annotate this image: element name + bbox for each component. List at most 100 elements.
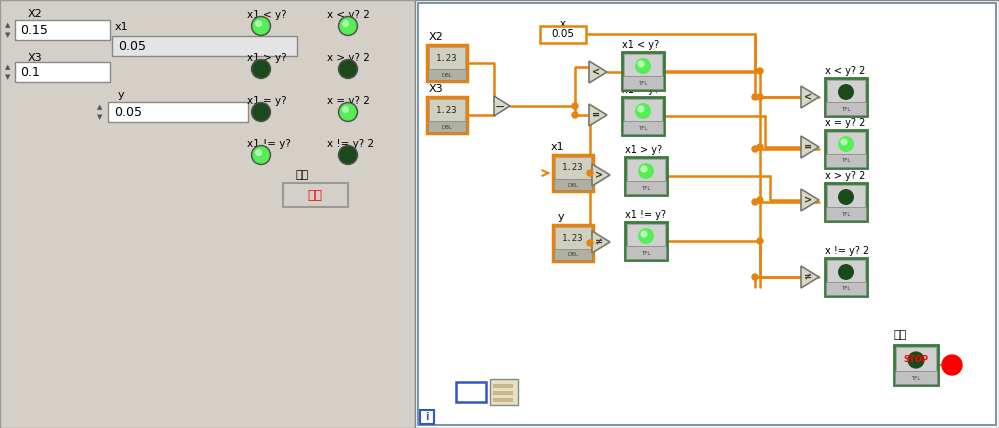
Text: x1: x1 bbox=[551, 142, 564, 152]
Text: TFL: TFL bbox=[841, 286, 851, 291]
Bar bbox=[429, 47, 465, 69]
Bar bbox=[427, 45, 467, 81]
Polygon shape bbox=[494, 96, 510, 116]
Bar bbox=[108, 102, 248, 122]
Circle shape bbox=[638, 106, 644, 112]
Polygon shape bbox=[801, 136, 819, 158]
Text: x1: x1 bbox=[115, 22, 129, 32]
Text: y: y bbox=[118, 90, 125, 100]
Circle shape bbox=[757, 238, 763, 244]
Text: X2: X2 bbox=[429, 32, 444, 42]
Text: ≠: ≠ bbox=[804, 272, 812, 282]
Bar bbox=[428, 121, 466, 132]
Text: −: − bbox=[495, 101, 505, 113]
Bar bbox=[625, 222, 667, 260]
Text: x != y? 2: x != y? 2 bbox=[327, 139, 374, 149]
Circle shape bbox=[343, 107, 349, 113]
Text: =: = bbox=[804, 142, 812, 152]
Text: TFL: TFL bbox=[841, 211, 851, 217]
Text: x = y? 2: x = y? 2 bbox=[327, 96, 370, 106]
Text: x1 > y?: x1 > y? bbox=[247, 53, 287, 63]
Circle shape bbox=[757, 94, 763, 100]
Text: ▲: ▲ bbox=[5, 22, 11, 28]
Bar bbox=[896, 347, 936, 371]
Circle shape bbox=[908, 352, 924, 368]
Circle shape bbox=[752, 146, 758, 152]
Bar bbox=[825, 258, 867, 296]
Text: x < y? 2: x < y? 2 bbox=[327, 10, 370, 20]
Bar bbox=[427, 97, 467, 133]
Bar bbox=[627, 224, 665, 246]
Text: X3: X3 bbox=[429, 84, 444, 94]
Bar bbox=[540, 26, 586, 43]
Text: DBL: DBL bbox=[567, 182, 578, 187]
Circle shape bbox=[752, 274, 758, 280]
Text: TFL: TFL bbox=[638, 125, 647, 131]
Bar bbox=[493, 391, 513, 395]
Text: 1.23: 1.23 bbox=[437, 105, 458, 115]
Circle shape bbox=[752, 94, 758, 100]
Bar bbox=[626, 246, 666, 259]
Bar bbox=[827, 185, 865, 207]
Bar bbox=[827, 132, 865, 154]
Text: DBL: DBL bbox=[567, 253, 578, 258]
Circle shape bbox=[339, 102, 358, 122]
Text: x != y? 2: x != y? 2 bbox=[825, 246, 869, 256]
Bar bbox=[112, 36, 297, 56]
Circle shape bbox=[253, 104, 269, 120]
Bar bbox=[625, 157, 667, 195]
Bar bbox=[826, 282, 866, 295]
Text: 0.05: 0.05 bbox=[118, 39, 146, 53]
Text: ▲: ▲ bbox=[97, 104, 103, 110]
Text: x1 != y?: x1 != y? bbox=[625, 210, 666, 220]
Text: ▼: ▼ bbox=[5, 74, 11, 80]
Text: <: < bbox=[592, 67, 600, 77]
Text: 0.05: 0.05 bbox=[551, 29, 574, 39]
Bar bbox=[554, 179, 592, 190]
Bar bbox=[283, 183, 348, 207]
Text: >: > bbox=[804, 195, 812, 205]
Circle shape bbox=[839, 85, 853, 99]
Text: 0.15: 0.15 bbox=[20, 24, 48, 36]
Polygon shape bbox=[592, 231, 610, 253]
Text: STOP: STOP bbox=[903, 354, 928, 363]
Circle shape bbox=[253, 18, 269, 34]
Text: 0.1: 0.1 bbox=[20, 65, 40, 78]
Text: TFL: TFL bbox=[911, 375, 921, 380]
Bar bbox=[415, 0, 999, 428]
Circle shape bbox=[252, 102, 271, 122]
Circle shape bbox=[572, 103, 578, 109]
Circle shape bbox=[942, 355, 962, 375]
Circle shape bbox=[839, 137, 853, 151]
Circle shape bbox=[572, 112, 578, 118]
Text: x1 > y?: x1 > y? bbox=[625, 145, 662, 155]
Text: X2: X2 bbox=[28, 9, 43, 19]
Text: 1.23: 1.23 bbox=[437, 54, 458, 62]
Circle shape bbox=[587, 240, 593, 246]
Text: <: < bbox=[804, 92, 812, 102]
Polygon shape bbox=[592, 164, 610, 186]
Circle shape bbox=[641, 166, 647, 172]
Text: ▲: ▲ bbox=[5, 64, 11, 70]
Bar bbox=[626, 181, 666, 194]
Text: 1.23: 1.23 bbox=[562, 234, 583, 243]
Bar bbox=[826, 102, 866, 115]
Bar bbox=[627, 159, 665, 181]
Circle shape bbox=[757, 68, 763, 74]
Bar bbox=[895, 371, 937, 384]
Circle shape bbox=[340, 104, 356, 120]
Text: TFL: TFL bbox=[841, 107, 851, 112]
Bar bbox=[15, 20, 110, 40]
Circle shape bbox=[635, 104, 650, 118]
Polygon shape bbox=[589, 61, 607, 83]
Text: 0.05: 0.05 bbox=[114, 105, 142, 119]
Circle shape bbox=[587, 170, 593, 176]
Bar bbox=[826, 154, 866, 167]
Text: ▼: ▼ bbox=[97, 114, 103, 120]
Text: x: x bbox=[559, 19, 566, 29]
Bar bbox=[555, 157, 591, 179]
Bar bbox=[623, 76, 663, 89]
Bar bbox=[553, 155, 593, 191]
Text: x < y? 2: x < y? 2 bbox=[825, 66, 865, 76]
Circle shape bbox=[256, 150, 262, 155]
